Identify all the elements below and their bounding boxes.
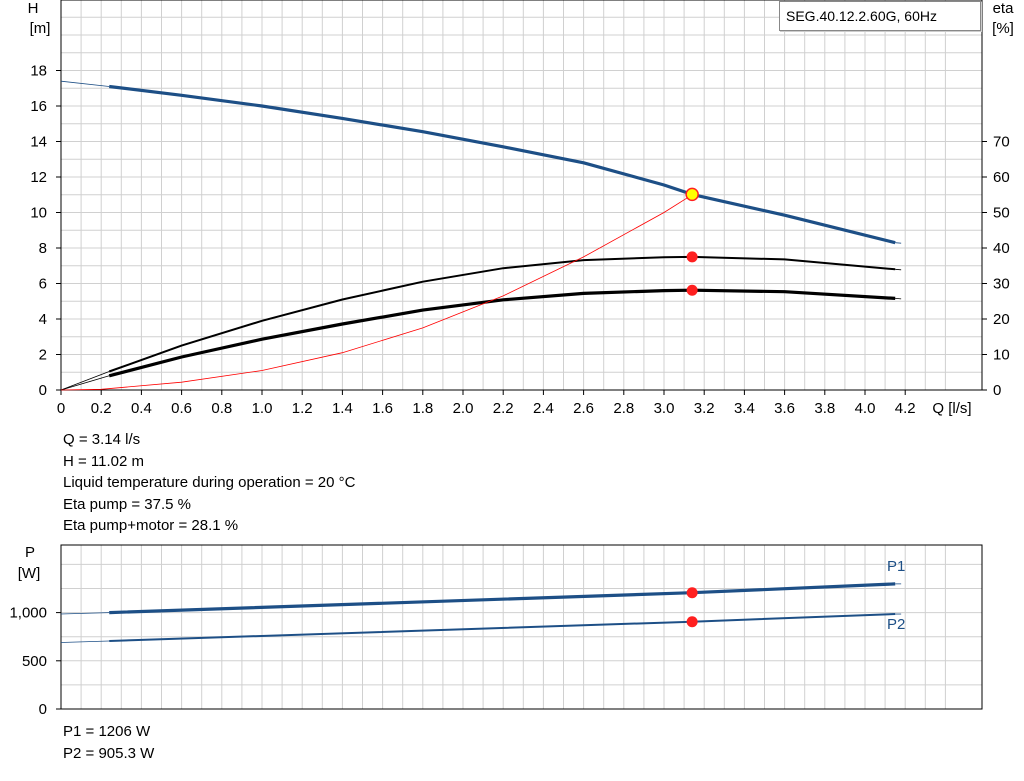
- info-flow: Q = 3.14 l/s: [63, 431, 141, 448]
- info-head: H = 11.02 m: [63, 452, 145, 470]
- x-axis-label: Q [l/s]: [932, 400, 971, 417]
- y-right-tick-label: 60: [993, 169, 1010, 186]
- y-left-tick-label: 6: [39, 276, 47, 293]
- efficiency-curve: [108, 255, 896, 373]
- y-left-tick-label: 14: [30, 134, 47, 151]
- y-left-label-unit: [m]: [30, 20, 51, 37]
- series-label-p2: P2: [887, 616, 905, 633]
- power-label-unit: [W]: [18, 565, 41, 582]
- x-tick-label: 2.6: [573, 400, 594, 417]
- info-p1: P1 = 1206 W: [63, 723, 151, 740]
- info-eta-pump: Eta pump = 37.5 %: [63, 495, 191, 513]
- bottom-chart-grid: [61, 545, 982, 709]
- x-tick-label: 1.6: [372, 400, 393, 417]
- y-left-tick-label: 4: [39, 311, 47, 328]
- axis-labels: H [m] eta [%] Q [l/s] P [W] P1 P2: [18, 0, 1014, 633]
- head-curve-extension: [60, 80, 110, 87]
- x-tick-label: 3.8: [814, 400, 835, 417]
- eta-curve-tail: [895, 268, 902, 271]
- y-right-tick-label: 70: [993, 134, 1010, 151]
- axis-ticks: 0 0.2 0.4 0.6 0.8 1.0 1.2 1.4 1.6 1.8 2.0 2.2 2.4 2.6…: [9, 63, 1009, 719]
- x-tick-label: 4.0: [855, 400, 876, 417]
- y-right-tick-label: 50: [993, 205, 1010, 222]
- x-tick-label: 3.6: [774, 400, 795, 417]
- duty-point-head: [685, 187, 699, 202]
- efficiency-curve: [108, 288, 896, 378]
- npsh-curve: [60, 194, 693, 391]
- x-tick-label: 0.4: [131, 400, 152, 417]
- x-tick-label: 3.4: [734, 400, 755, 417]
- power-info: P1 = 1206 W P2 = 905.3 W: [63, 721, 154, 764]
- duty-point-power: [686, 587, 698, 599]
- top-chart-grid: [61, 0, 982, 390]
- duty-point-power: [686, 616, 698, 628]
- x-tick-label: 1.8: [412, 400, 433, 417]
- y-left-label-h: H: [28, 0, 39, 17]
- duty-points: [685, 187, 699, 628]
- info-temperature: Liquid temperature during operation = 20…: [63, 474, 356, 491]
- eta-curve-extension: [60, 371, 110, 391]
- x-tick-label: 0.6: [171, 400, 192, 417]
- x-tick-label: 2.0: [453, 400, 474, 417]
- x-tick-label: 1.4: [332, 400, 353, 417]
- info-p2: P2 = 905.3 W: [63, 744, 155, 762]
- x-tick-label: 3.2: [694, 400, 715, 417]
- curves: [60, 80, 902, 643]
- x-tick-label: 0.8: [211, 400, 232, 417]
- x-tick-label: 3.0: [654, 400, 675, 417]
- y-left-tick-label: 12: [30, 169, 47, 186]
- y-left-tick-label: 10: [30, 205, 47, 222]
- power-curve-extension: [60, 612, 110, 615]
- power-label-p: P: [25, 544, 35, 561]
- chart-title-box: SEG.40.12.2.60G, 60Hz: [779, 1, 981, 31]
- duty-point-info: Q = 3.14 l/s H = 11.02 m Liquid temperat…: [63, 429, 355, 537]
- duty-point-efficiency: [686, 284, 698, 296]
- head-curve: [109, 84, 896, 245]
- power-y-tick-label: 1,000: [9, 605, 47, 622]
- eta-curve-extension: [60, 375, 110, 391]
- top-chart-frame: [60, 0, 983, 391]
- y-left-tick-label: 2: [39, 347, 47, 364]
- power-y-tick-label: 0: [39, 701, 47, 718]
- x-tick-label: 0: [57, 400, 65, 417]
- y-left-tick-label: 18: [30, 63, 47, 80]
- x-tick-label: 2.4: [533, 400, 554, 417]
- x-tick-label: 0.2: [91, 400, 112, 417]
- y-left-tick-label: 16: [30, 98, 47, 115]
- x-tick-label: 1.2: [292, 400, 313, 417]
- x-tick-label: 1.0: [252, 400, 273, 417]
- series-label-p1: P1: [887, 558, 905, 575]
- power-curve-extension: [60, 640, 110, 643]
- eta-curve-tail: [895, 298, 902, 300]
- y-right-tick-label: 0: [993, 382, 1001, 399]
- x-tick-label: 2.8: [613, 400, 634, 417]
- x-tick-label: 4.2: [895, 400, 916, 417]
- head-curve-tail: [895, 242, 902, 244]
- y-right-tick-label: 30: [993, 276, 1010, 293]
- y-left-tick-label: 8: [39, 240, 47, 257]
- y-right-tick-label: 20: [993, 311, 1010, 328]
- info-eta-total: Eta pump+motor = 28.1 %: [63, 517, 239, 534]
- y-right-tick-label: 40: [993, 240, 1010, 257]
- y-left-tick-label: 0: [39, 382, 47, 399]
- y-right-tick-label: 10: [993, 347, 1010, 364]
- y-right-label-unit: [%]: [992, 20, 1014, 37]
- power-y-tick-label: 500: [22, 653, 47, 670]
- x-tick-label: 2.2: [493, 400, 514, 417]
- duty-point-efficiency: [686, 251, 698, 263]
- y-right-label-eta: eta: [993, 0, 1015, 17]
- bottom-chart-frame: [60, 544, 983, 710]
